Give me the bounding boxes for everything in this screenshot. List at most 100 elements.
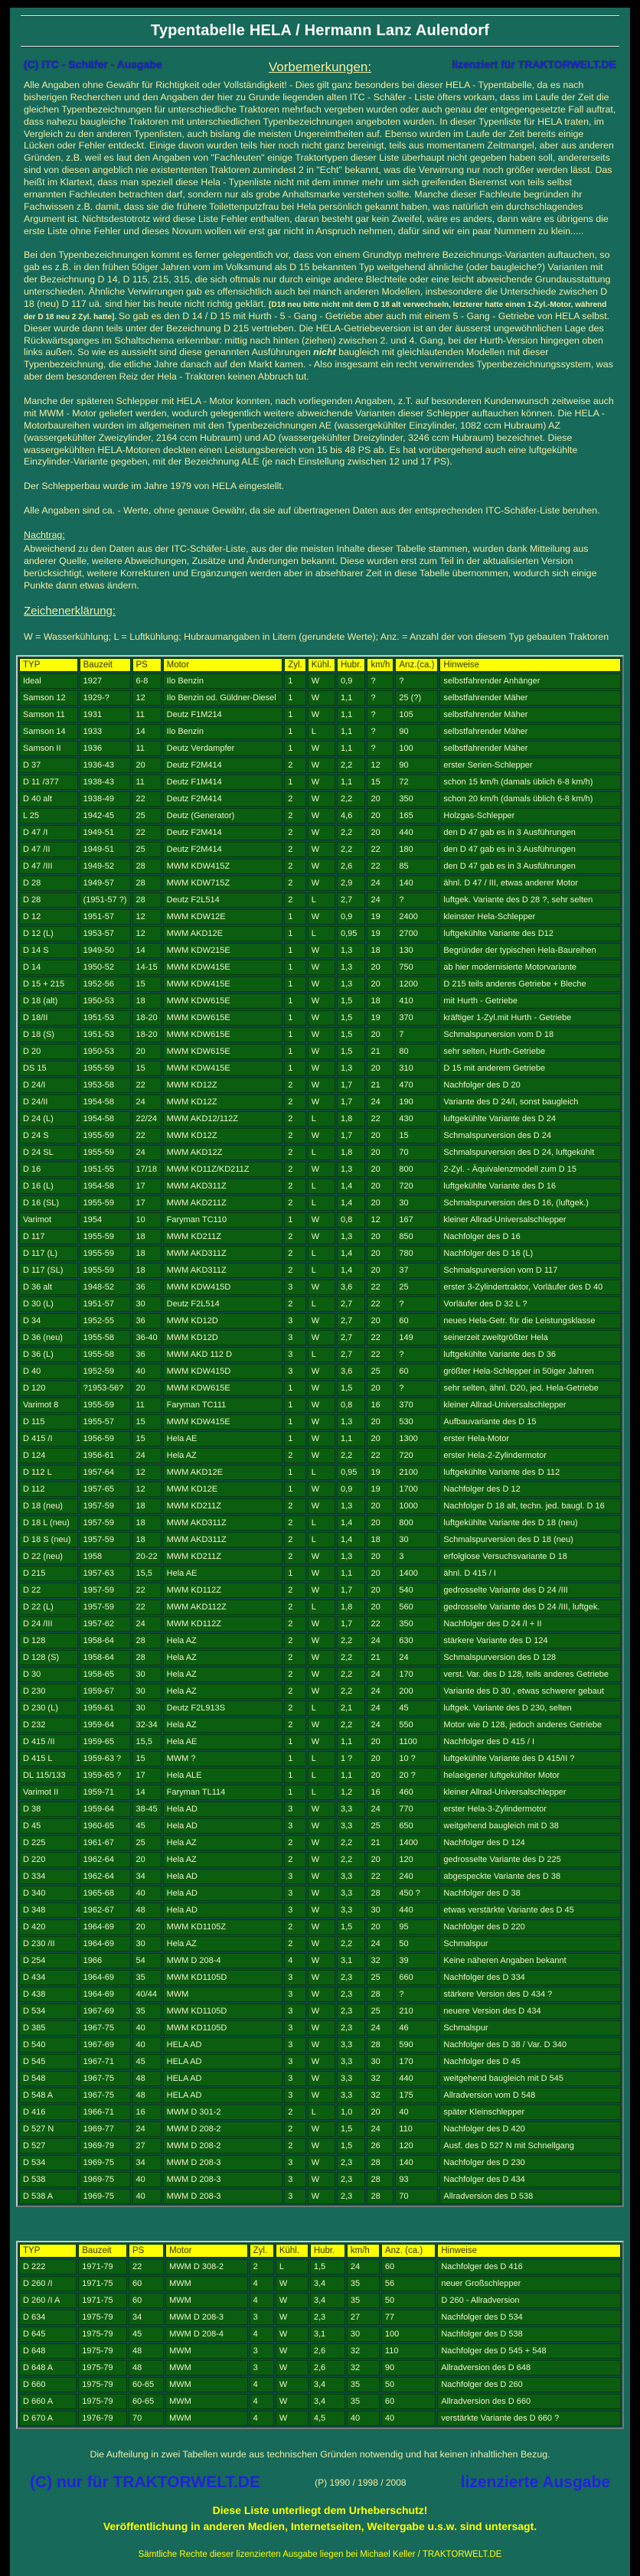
table-cell: Nachfolger des D 220 (439, 1919, 621, 1935)
table-cell: W (307, 1381, 335, 1397)
table-cell: L (307, 1465, 335, 1481)
table-cell: 2 (284, 1936, 306, 1952)
table-cell: 12 (132, 1465, 162, 1481)
table-cell: D 220 (19, 1852, 78, 1868)
column-header: Zyl. (284, 658, 306, 673)
table-cell: 2 (284, 1852, 306, 1868)
table-cell: 25 (?) (395, 690, 439, 706)
table-cell: 2 (284, 1128, 306, 1144)
table-row: D 37 1936-43 20 Deutz F2M414 2 W 2,2 12 90 erster… (19, 758, 621, 774)
table-cell: 19 (367, 1010, 394, 1026)
table-cell: 20 (132, 1919, 162, 1935)
table-row: D 47 /III 1949-52 28 MWM KDW415Z 2 W 2,6 22 85 de… (19, 859, 621, 875)
table-cell: 240 (395, 1869, 439, 1885)
table-cell: Schmalspur (439, 1936, 621, 1952)
table-cell: 15 (132, 1414, 162, 1430)
table-cell: ? (395, 892, 439, 908)
table-cell: ? (367, 724, 394, 740)
table-cell: luftgek. Variante des D 230, selten (439, 1700, 621, 1717)
table-cell: 1936 (79, 741, 131, 757)
table-cell: 24 (132, 1616, 162, 1632)
table-row: D 660 1975-79 60-65 MWM 4 W 3,4 35 50 Nachfolger … (19, 2377, 621, 2393)
table-cell: 2 (284, 1717, 306, 1733)
table-cell: 22 (367, 1296, 394, 1312)
table-cell: Samson 11 (19, 707, 78, 723)
table-cell: Schmalspurversion des D 24, luftgekühlt (439, 1145, 621, 1161)
table-cell: D 334 (19, 1869, 78, 1885)
table-cell: D 545 (19, 2054, 78, 2070)
table-cell: W (307, 1212, 335, 1228)
license-right: lizenziert für TRAKTORWELT.DE (452, 58, 616, 70)
table-cell: 36 (132, 1313, 162, 1329)
table-cell: 40 (132, 1364, 162, 1380)
table-cell: 2,3 (309, 2310, 345, 2326)
table-cell: MWM KDW415E (162, 1061, 283, 1077)
table-cell: 20 (367, 1195, 394, 1211)
table-cell: 750 (395, 960, 439, 976)
table-cell: W (307, 1616, 335, 1632)
table-cell: MWM AKD112Z (162, 1599, 283, 1616)
table-row: D 12 (L) 1953-57 12 MWM AKD12E 1 L 0,95 19 2700 l… (19, 926, 621, 942)
table-cell: MWM AKD12E (162, 926, 283, 942)
table-cell: W (307, 1482, 335, 1498)
table-cell: 430 (395, 1111, 439, 1127)
table-cell: Allradversion des D 538 (439, 2189, 621, 2205)
table-cell: 20 (367, 1162, 394, 1178)
table-cell: W (307, 707, 335, 723)
table-cell: W (307, 1633, 335, 1649)
table-cell: 30 (132, 1684, 162, 1700)
table-cell: 20 (367, 1263, 394, 1279)
table-cell: MWM AKD311Z (162, 1263, 283, 1279)
table-cell: 18 (132, 1532, 162, 1548)
table-cell: 1 (284, 926, 306, 942)
table-cell: D 18/II (19, 1010, 78, 1026)
table-cell: 2 (284, 842, 306, 858)
table-cell: 3 (284, 1970, 306, 1986)
table-cell: 4 (249, 2377, 274, 2393)
table-cell: 175 (395, 2088, 439, 2104)
table-cell: 1975-79 (78, 2343, 127, 2359)
table-cell: 3 (284, 2189, 306, 2205)
table-cell: 2 (284, 1448, 306, 1464)
table-cell: 550 (395, 1717, 439, 1733)
table-cell: W (307, 1313, 335, 1329)
table-cell: MWM AKD311Z (162, 1515, 283, 1531)
table-cell: Nachfolger des D 416 (437, 2259, 621, 2275)
table-cell: 30 (367, 2054, 394, 2070)
table-cell: MWM KDW415Z (162, 859, 283, 875)
table-cell: 28 (132, 876, 162, 892)
table-cell: 3,3 (336, 1802, 366, 1818)
table-cell: Ideal (19, 673, 78, 690)
table-row: D 548 1967-75 48 HELA AD 3 W 3,3 32 440 weitgehen… (19, 2071, 621, 2087)
table-cell: 34 (132, 2155, 162, 2171)
table-cell: 3 (284, 2037, 306, 2053)
table-cell: 1,7 (336, 1094, 366, 1110)
table-cell: 2 (284, 859, 306, 875)
table-cell: 850 (395, 1229, 439, 1245)
table-cell: D 20 (19, 1044, 78, 1060)
table-cell: 1975-79 (78, 2327, 127, 2343)
table-cell: 16 (367, 1397, 394, 1414)
table-cell: 140 (395, 876, 439, 892)
table-row: D 24/II 1954-58 24 MWM KD12Z 2 W 1,7 24 190 Varia… (19, 1094, 621, 1110)
table-cell: MWM KDW615E (162, 1381, 283, 1397)
table-cell: Faryman TC110 (162, 1212, 283, 1228)
table-cell: 38-45 (132, 1802, 162, 1818)
table-cell: D 14 (19, 960, 78, 976)
table-cell: MWM KD211Z (162, 1229, 283, 1245)
table-cell: Samson II (19, 741, 78, 757)
table-cell: 28 (132, 859, 162, 875)
table-cell: ? (395, 1987, 439, 2003)
table-cell: 1,3 (336, 1498, 366, 1515)
table-cell: D 22 (19, 1583, 78, 1599)
table-cell: D 124 (19, 1448, 78, 1464)
table-cell: 12 (132, 909, 162, 925)
table-cell: 48 (132, 2088, 162, 2104)
table-cell: Ilo Benzin (162, 724, 283, 740)
table-cell: 1,4 (336, 1515, 366, 1531)
table-cell: 210 (395, 2004, 439, 2020)
table-cell: Hela AZ (162, 1633, 283, 1649)
table-cell: 40 (132, 1886, 162, 1902)
table-row: D 18 (alt) 1950-53 18 MWM KDW615E 1 W 1,5 18 410… (19, 993, 621, 1009)
table-cell: 93 (395, 2172, 439, 2188)
